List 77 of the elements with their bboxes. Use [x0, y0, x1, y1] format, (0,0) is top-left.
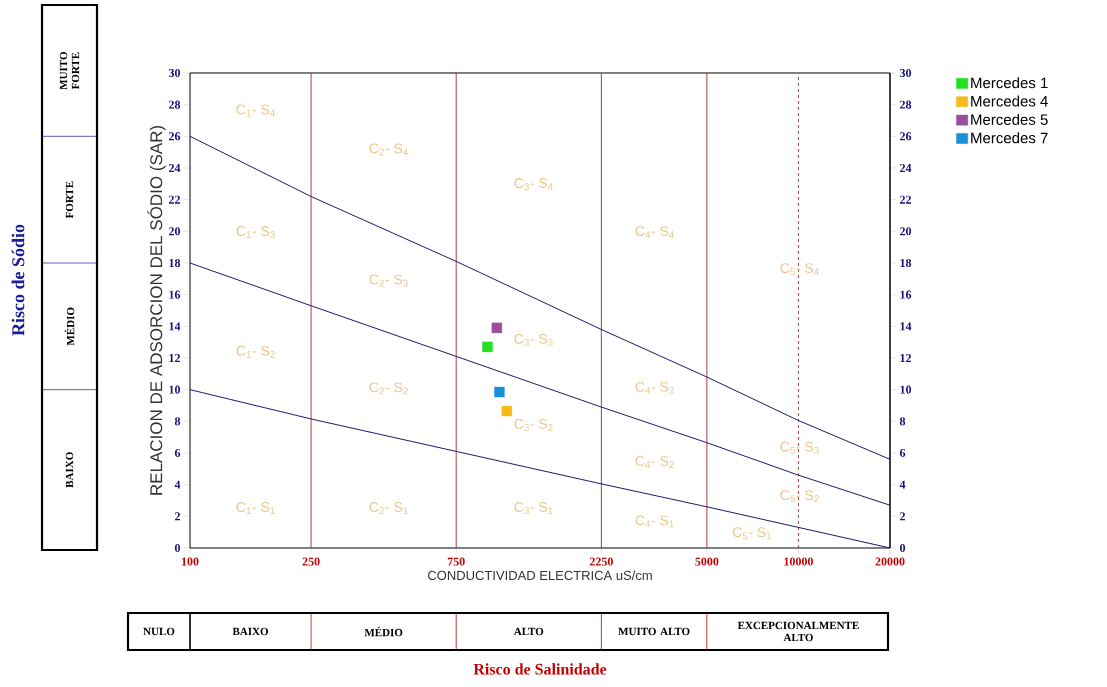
y-tick-label: 26 — [169, 132, 181, 141]
x-tick-label: 250 — [302, 557, 320, 566]
text: BAIXO — [65, 452, 74, 488]
annotation: C$_{1}$- S$_{2}$ — [236, 345, 275, 358]
text: NULO — [143, 627, 175, 636]
annotation: C$_{4}$- S$_{4}$ — [635, 226, 674, 239]
x-tick-label: 2250 — [589, 557, 613, 566]
annotation: C$_{3}$- S$_{3}$ — [514, 333, 553, 346]
y2-tick-label: 26 — [900, 132, 912, 141]
y-tick-label: 4 — [174, 480, 181, 489]
annotation: C$_{5}$- S$_{2}$ — [780, 490, 819, 503]
annotation: C$_{2}$- S$_{4}$ — [369, 143, 408, 156]
y-tick-label: 28 — [169, 100, 181, 109]
y2-tick-label: 16 — [900, 290, 912, 299]
annotation: C$_{5}$- S$_{1}$ — [732, 527, 772, 540]
y-tick-label: 14 — [169, 322, 181, 331]
annotation: C$_{1}$- S$_{1}$ — [236, 502, 275, 515]
text: Risco de Sódio — [11, 224, 25, 336]
y2-tick-label: 22 — [900, 195, 912, 204]
legend-label: Mercedes 5 — [971, 113, 1048, 125]
x-tick-label: 100 — [181, 557, 199, 566]
x-tick-label: 5000 — [695, 557, 719, 566]
y-tick-label: 6 — [174, 448, 181, 458]
text: Risco de Salinidade — [473, 663, 607, 675]
legend-label: Mercedes 1 — [971, 77, 1048, 89]
annotation: C$_{4}$- S$_{3}$ — [635, 381, 674, 394]
text: MUITO ALTO — [618, 627, 690, 636]
x-tick-label: 750 — [447, 557, 465, 566]
x-tick-label: 10000 — [784, 557, 813, 566]
y2-tick-label: 0 — [899, 543, 906, 553]
y2-tick-label: 6 — [899, 448, 906, 458]
annotation: C$_{1}$- S$_{4}$ — [236, 104, 275, 117]
annotation: C$_{4}$- S$_{1}$ — [635, 515, 674, 528]
y-tick-label: 18 — [169, 258, 181, 268]
text: MÉDIO — [64, 307, 75, 346]
y2-tick-label: 14 — [900, 322, 912, 331]
annotation: C$_{5}$- S$_{3}$ — [780, 441, 819, 454]
annotation: C$_{2}$- S$_{2}$ — [369, 382, 408, 395]
annotation: C$_{3}$- S$_{2}$ — [514, 418, 553, 431]
y2-tick-label: 10 — [900, 385, 912, 394]
y2-tick-label: 28 — [900, 100, 912, 109]
y-tick-label: 30 — [168, 68, 181, 78]
x-tick-label: 20000 — [875, 557, 905, 566]
text: MÉDIO — [364, 626, 403, 637]
y2-tick-label: 4 — [899, 480, 906, 489]
legend-label: Mercedes 7 — [971, 132, 1048, 144]
y2-tick-label: 8 — [899, 417, 906, 426]
y2-tick-label: 20 — [900, 227, 912, 236]
annotation: C$_{4}$- S$_{2}$ — [635, 456, 674, 468]
annotation: C$_{1}$- S$_{3}$ — [236, 226, 275, 239]
y-tick-label: 10 — [169, 385, 181, 394]
y2-tick-label: 24 — [900, 164, 912, 172]
x-axis-title: CONDUCTIVIDAD ELECTRICA uS/cm — [427, 570, 652, 581]
y-tick-label: 24 — [169, 164, 181, 172]
y-tick-label: 16 — [169, 290, 181, 299]
y2-tick-label: 30 — [899, 68, 912, 78]
legend-label: Mercedes 4 — [971, 95, 1048, 107]
y-tick-label: 8 — [174, 417, 181, 426]
y2-tick-label: 12 — [900, 354, 912, 362]
text: BAIXO — [232, 627, 269, 636]
y-tick-label: 2 — [175, 512, 180, 521]
annotation: C$_{5}$- S$_{4}$ — [780, 263, 819, 276]
y2-tick-label: 2 — [900, 512, 906, 521]
annotation: C$_{3}$- S$_{4}$ — [514, 178, 553, 191]
y-tick-label: 22 — [169, 195, 180, 204]
text: EXCEPCIONALMENTE ALTO — [737, 621, 859, 642]
y-tick-label: 12 — [169, 354, 180, 362]
text: FORTE — [65, 181, 74, 219]
text: ALTO — [513, 627, 544, 636]
text: MUITO FORTE — [59, 52, 80, 90]
y-tick-label: 0 — [174, 543, 181, 553]
y2-tick-label: 18 — [900, 258, 912, 268]
annotation: C$_{2}$- S$_{3}$ — [369, 274, 408, 287]
y-axis-title: RELACION DE ADSORCION DEL SÓDIO (SAR) — [147, 125, 166, 495]
y-tick-label: 20 — [169, 227, 181, 236]
annotation: C$_{2}$- S$_{1}$ — [369, 502, 408, 515]
annotation: C$_{3}$- S$_{1}$ — [514, 502, 553, 515]
